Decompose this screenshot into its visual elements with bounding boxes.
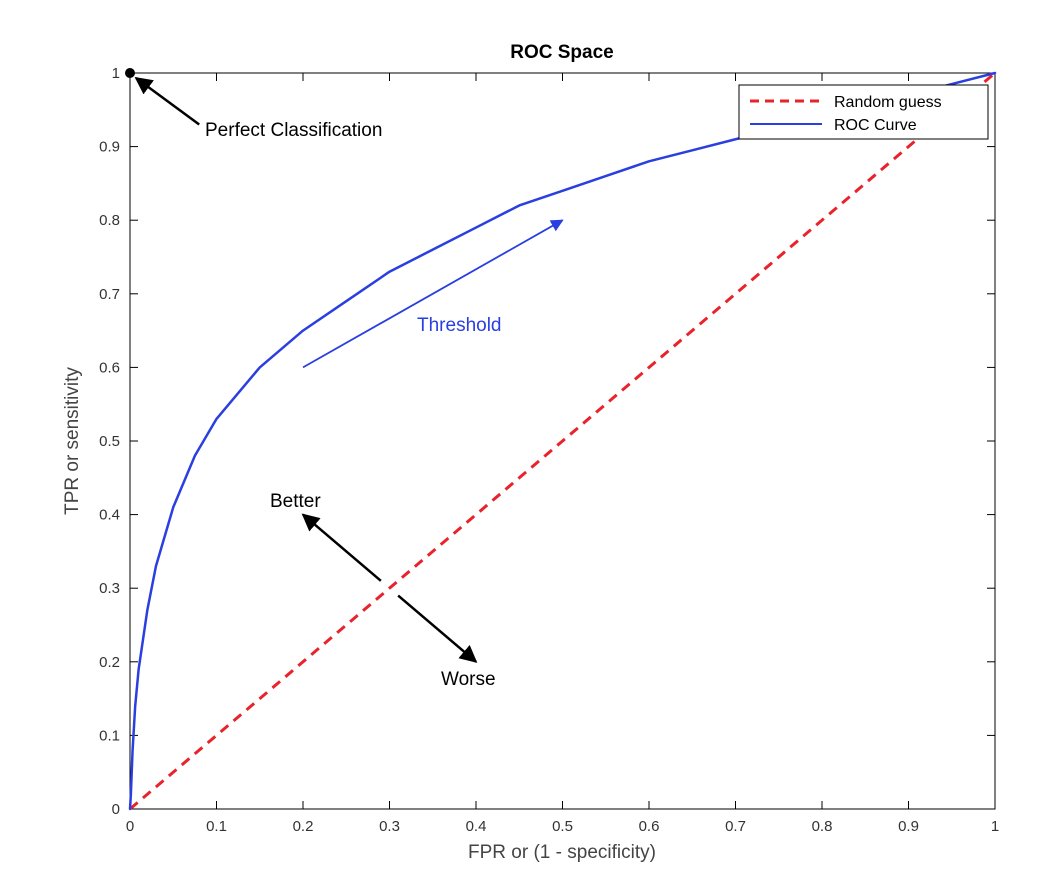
y-tick-label: 0.8 [99, 212, 120, 229]
x-tick-label: 0.5 [552, 818, 573, 835]
annotation-better-label: Better [270, 491, 321, 512]
x-tick-label: 0 [126, 818, 134, 835]
annotation-layer [125, 68, 564, 663]
y-tick-label: 0.3 [99, 580, 120, 597]
y-tick-label: 0.9 [99, 139, 120, 156]
series-layer [128, 71, 997, 811]
legend-box [738, 84, 989, 140]
x-tick-label: 0.8 [812, 818, 833, 835]
x-tick-label: 0.4 [466, 818, 487, 835]
x-axis-label: FPR or (1 - specificity) [468, 842, 656, 863]
legend-label-roc-curve: ROC Curve [834, 117, 917, 134]
x-tick-label: 1 [991, 818, 999, 835]
annotation-threshold-label: Threshold [417, 315, 502, 336]
threshold-arrow [302, 219, 564, 369]
worse-arrow [397, 594, 478, 663]
chart-title: ROC Space [510, 42, 613, 63]
annotation-worse-label: Worse [441, 669, 496, 690]
legend: Random guess ROC Curve [738, 84, 989, 140]
axis-ticks: 0 0.1 0.2 0.3 0.4 0.5 0.6 0.7 0.8 0.9 1 0 0.1 0.2 0.3 0… [99, 65, 999, 835]
y-tick-label: 0.6 [99, 359, 120, 376]
better-arrow [301, 513, 382, 582]
y-tick-label: 0.1 [99, 727, 120, 744]
series-random-guess [129, 71, 996, 811]
x-tick-label: 0.7 [725, 818, 746, 835]
y-axis-label: TPR or sensitivity [62, 367, 83, 515]
y-tick-label: 0 [112, 801, 120, 818]
x-tick-label: 0.9 [898, 818, 919, 835]
x-tick-label: 0.3 [379, 818, 400, 835]
perfect-classification-arrow [134, 76, 200, 126]
x-tick-label: 0.1 [206, 818, 227, 835]
y-tick-label: 0.5 [99, 433, 120, 450]
x-tick-label: 0.6 [639, 818, 660, 835]
x-tick-label: 0.2 [293, 818, 314, 835]
perfect-classification-point [125, 68, 135, 78]
annotation-perfect-label: Perfect Classification [205, 120, 382, 141]
y-tick-label: 0.4 [99, 507, 120, 524]
y-tick-label: 0.7 [99, 286, 120, 303]
legend-label-random-guess: Random guess [834, 94, 942, 111]
y-tick-label: 0.2 [99, 654, 120, 671]
y-tick-label: 1 [112, 65, 120, 82]
